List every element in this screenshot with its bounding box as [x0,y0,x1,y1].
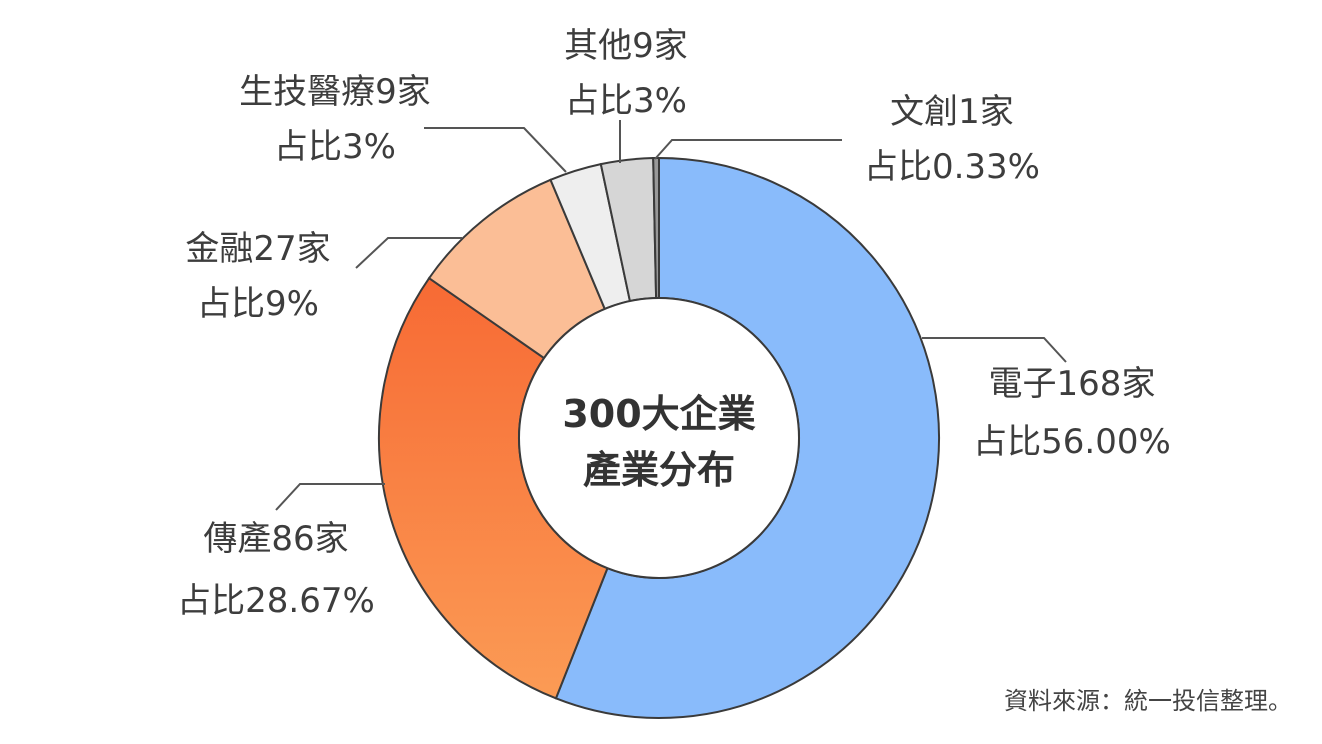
leader-line [654,139,842,160]
center-label-line-1: 300大企業 [562,392,755,436]
leader-line [424,127,567,173]
donut-hole [518,297,800,579]
slice-label-share: 占比9% [197,284,319,324]
chart-slices [378,156,940,719]
leader-line [922,337,1067,363]
slice-label-share: 占比3% [565,81,687,121]
slice-label-name: 金融27家 [185,229,330,269]
slice-label-name: 電子168家 [989,364,1156,404]
slice-label-share: 占比28.67% [177,581,375,621]
slice-label-name: 其他9家 [564,26,688,66]
chart-center-label: 300大企業 產業分布 [562,392,755,492]
slice-label-share: 占比56.00% [973,422,1171,462]
leader-line [355,237,462,269]
source-note: 資料來源：統一投信整理。 [1004,687,1292,715]
leader-line [275,483,385,511]
center-label-line-2: 產業分布 [583,448,735,492]
slice-label-name: 生技醫療9家 [239,72,431,112]
slice-label-name: 傳產86家 [203,519,348,559]
chart-leader-lines [275,120,1067,511]
slice-label-share: 占比3% [274,127,396,167]
slice-label-name: 文創1家 [890,92,1014,132]
slice-label-share: 占比0.33% [864,147,1040,187]
